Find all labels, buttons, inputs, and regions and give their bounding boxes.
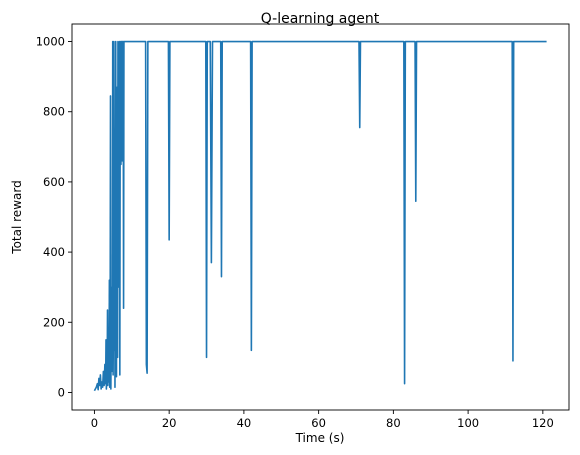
series-line bbox=[93, 40, 547, 392]
x-tick-label: 120 bbox=[532, 416, 554, 430]
y-axis-label: Total reward bbox=[10, 180, 24, 254]
y-tick-label: 1000 bbox=[36, 35, 65, 49]
x-axis: 0 20 40 60 80 100 120 bbox=[91, 410, 554, 430]
x-tick-label: 20 bbox=[162, 416, 177, 430]
y-tick-label: 0 bbox=[58, 385, 65, 399]
y-axis: 0 200 400 600 800 1000 bbox=[36, 35, 72, 399]
x-tick-label: 0 bbox=[91, 416, 98, 430]
x-tick-label: 100 bbox=[457, 416, 479, 430]
chart-title: Q-learning agent bbox=[261, 11, 380, 27]
x-tick-label: 40 bbox=[237, 416, 252, 430]
y-tick-label: 600 bbox=[43, 175, 65, 189]
x-axis-label: Time (s) bbox=[295, 431, 345, 445]
y-tick-label: 400 bbox=[43, 245, 65, 259]
axes-frame bbox=[71, 23, 570, 411]
x-tick-label: 80 bbox=[386, 416, 401, 430]
y-tick-label: 200 bbox=[43, 315, 65, 329]
plot-area: 0 20 40 60 80 100 120 0 200 400 600 800 1000 bbox=[36, 23, 570, 430]
y-tick-label: 800 bbox=[43, 105, 65, 119]
x-tick-label: 60 bbox=[311, 416, 326, 430]
